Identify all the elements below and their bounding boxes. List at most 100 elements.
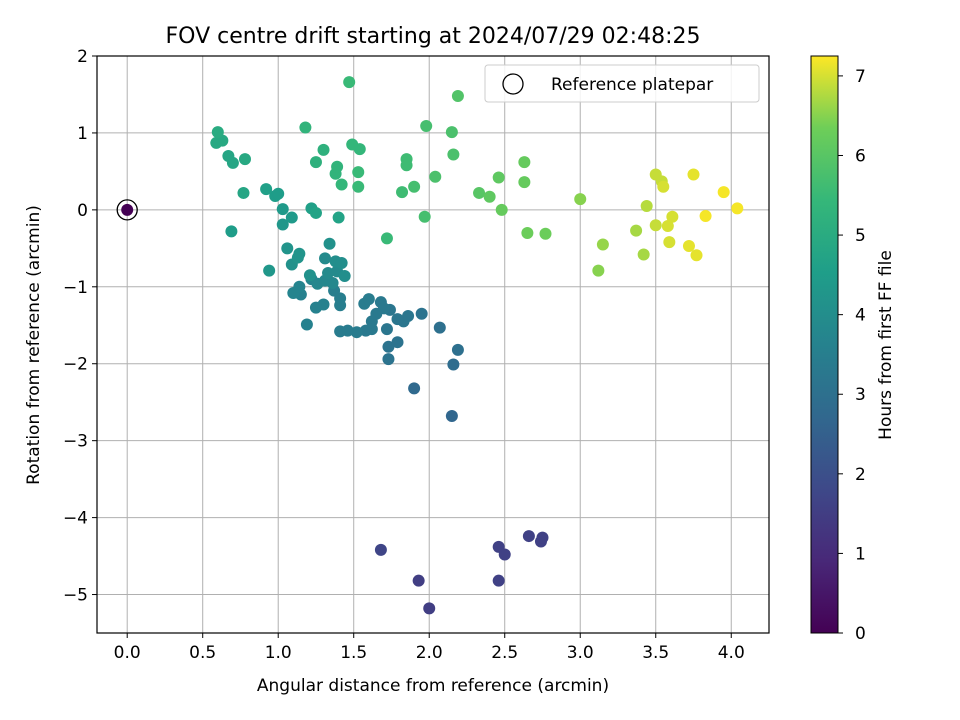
data-point xyxy=(396,186,409,199)
colorbar-tick-label: 1 xyxy=(855,544,866,564)
data-point xyxy=(309,301,322,314)
data-point xyxy=(237,186,250,199)
plot-frame xyxy=(96,55,770,634)
data-point xyxy=(521,226,534,239)
data-point xyxy=(382,353,395,366)
y-tick-label: −3 xyxy=(63,432,88,452)
x-tick-label: 0.0 xyxy=(114,643,141,663)
data-point xyxy=(492,574,505,587)
data-point xyxy=(690,249,703,262)
data-point xyxy=(447,358,460,371)
x-tick-label: 3.0 xyxy=(567,643,594,663)
data-point xyxy=(335,256,348,269)
data-point xyxy=(420,120,433,133)
data-point xyxy=(359,324,372,337)
data-points xyxy=(210,76,744,615)
data-point xyxy=(226,156,239,169)
data-point xyxy=(433,321,446,334)
y-tick-label: 1 xyxy=(77,124,88,144)
data-point xyxy=(343,76,356,89)
data-point xyxy=(408,382,421,395)
y-tick-label: −4 xyxy=(63,509,88,529)
data-point xyxy=(408,180,421,193)
colorbar-label: Hours from first FF file xyxy=(876,250,896,440)
data-point xyxy=(353,143,366,156)
data-point xyxy=(596,238,609,251)
chart-title: FOV centre drift starting at 2024/07/29 … xyxy=(166,24,701,49)
data-point xyxy=(362,293,375,306)
data-point xyxy=(666,210,679,223)
colorbar-gradient xyxy=(811,56,838,633)
data-point xyxy=(263,264,276,277)
data-point xyxy=(731,202,744,215)
data-point xyxy=(687,168,700,181)
data-point xyxy=(592,264,605,277)
data-point xyxy=(276,203,289,216)
data-point xyxy=(473,186,486,199)
data-point xyxy=(211,126,224,139)
data-point xyxy=(445,410,458,423)
reference-ring xyxy=(116,199,138,221)
data-point xyxy=(380,232,393,245)
data-point xyxy=(319,252,332,265)
x-axis-label: Angular distance from reference (arcmin) xyxy=(257,676,609,696)
data-point xyxy=(498,548,511,561)
legend: Reference platepar xyxy=(484,64,760,103)
data-point xyxy=(238,153,251,166)
data-point xyxy=(536,531,549,544)
reference-platepar-marker xyxy=(116,199,138,221)
x-tick-label: 2.5 xyxy=(491,643,518,663)
data-point xyxy=(299,121,312,134)
data-point xyxy=(281,242,294,255)
x-tick-label: 4.0 xyxy=(718,643,745,663)
data-point xyxy=(663,236,676,249)
data-point xyxy=(225,225,238,238)
data-point xyxy=(412,574,425,587)
data-point xyxy=(276,218,289,231)
y-tick-label: 2 xyxy=(77,47,88,67)
data-point xyxy=(415,307,428,320)
data-point xyxy=(445,126,458,139)
data-point xyxy=(657,180,670,193)
colorbar-tick-label: 4 xyxy=(855,306,866,326)
data-point xyxy=(483,190,496,203)
data-point xyxy=(322,266,335,279)
data-point xyxy=(447,148,460,161)
data-point xyxy=(630,224,643,237)
data-point xyxy=(402,310,415,323)
data-point xyxy=(649,219,662,232)
x-tick-label: 2.0 xyxy=(416,643,443,663)
data-point xyxy=(309,206,322,219)
legend-label: Reference platepar xyxy=(551,75,713,95)
data-point xyxy=(285,211,298,224)
data-point xyxy=(326,276,339,289)
data-point xyxy=(495,203,508,216)
data-point xyxy=(418,210,431,223)
data-point xyxy=(400,153,413,166)
data-point xyxy=(380,323,393,336)
x-tick-label: 1.5 xyxy=(340,643,367,663)
legend-marker-icon xyxy=(502,73,524,95)
data-point xyxy=(451,343,464,356)
y-tick-label: 0 xyxy=(77,201,88,221)
data-point xyxy=(309,156,322,169)
colorbar-tick-label: 2 xyxy=(855,465,866,485)
data-point xyxy=(300,318,313,331)
grid-y xyxy=(97,55,769,596)
data-point xyxy=(374,543,387,556)
y-tick-label: −1 xyxy=(63,278,88,298)
data-point xyxy=(303,269,316,282)
data-point xyxy=(429,170,442,183)
data-point xyxy=(293,280,306,293)
data-point xyxy=(323,237,336,250)
data-point xyxy=(382,340,395,353)
colorbar-ticks: 0 1 2 3 4 5 6 7 xyxy=(838,67,866,644)
y-axis-ticks: 2 1 0 −1 −2 −3 −4 −5 xyxy=(63,47,97,606)
data-point xyxy=(391,336,404,349)
x-tick-label: 0.5 xyxy=(189,643,216,663)
data-point xyxy=(352,180,365,193)
grid-x xyxy=(126,56,732,633)
x-tick-label: 1.0 xyxy=(265,643,292,663)
data-point xyxy=(391,313,404,326)
data-point xyxy=(331,160,344,173)
